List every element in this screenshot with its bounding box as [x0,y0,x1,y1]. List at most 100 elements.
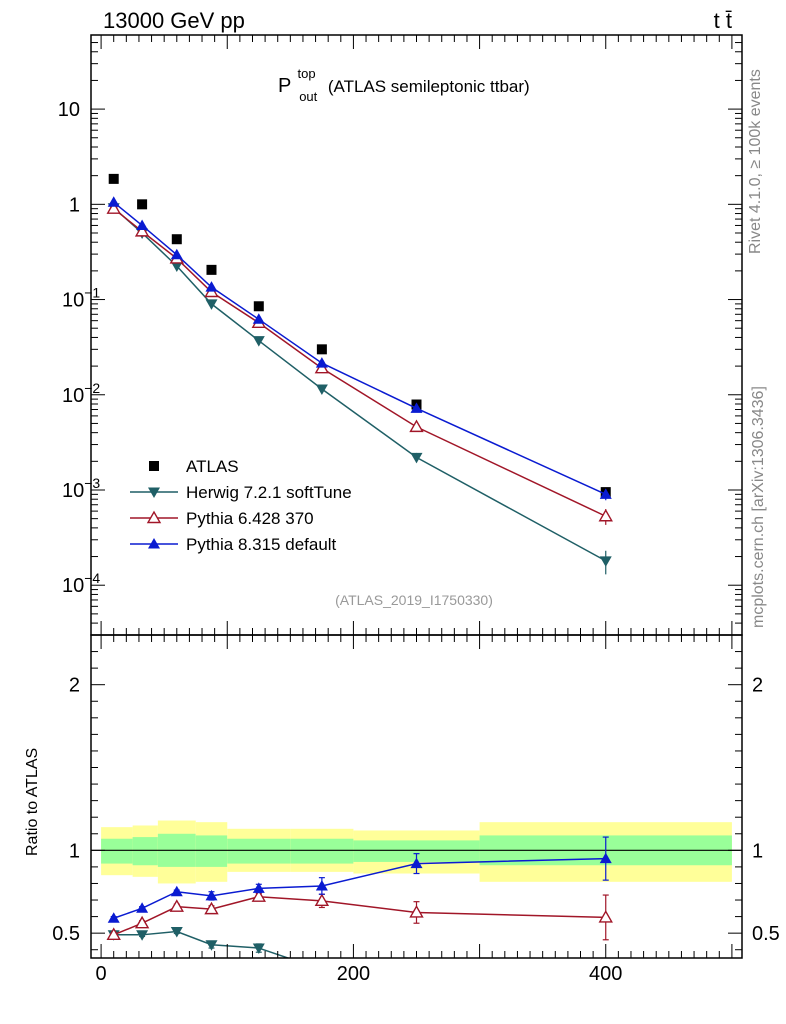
data-point [204,901,219,915]
data-point [599,556,612,567]
y-tick-label-base: 10 [62,575,84,597]
y-tick-label: 10 [58,99,80,121]
data-point [253,301,264,312]
data-point [315,357,328,368]
bottom-panel: 0 200 400 0.5 0.5 1 1 2 2 [52,634,780,985]
data-point [108,173,119,184]
ratio-ylabel: Ratio to ATLAS [24,748,41,856]
data-point [136,902,149,913]
data-point [410,452,423,464]
data-point [170,885,183,897]
y-tick-label-exp: −2 [84,380,100,396]
x-tick-label: 400 [589,963,622,985]
data-point [599,488,612,499]
uncertainty-band-inner [195,835,228,867]
top-series-layer [106,173,613,575]
y-tick-label: 1 [69,194,80,216]
data-point [411,965,423,976]
y-tick-label-exp: −4 [84,570,100,586]
data-point [205,940,218,951]
data-point [107,912,120,923]
data-point [136,219,149,230]
legend-label: Herwig 7.2.1 softTune [186,483,352,502]
uncertainty-band-inner [290,838,354,864]
ratio-series-layer [106,836,613,976]
uncertainty-band-inner [227,838,291,864]
data-point [206,264,217,275]
data-point [205,299,218,310]
data-point [314,893,330,907]
data-point [598,910,613,923]
data-point [148,538,160,549]
y-tick-label-exp: −3 [84,475,100,491]
data-point [598,508,613,522]
data-point [410,402,423,413]
plot-title-rest: (ATLAS semileptonic ttbar) [328,77,530,96]
data-point [205,281,218,292]
data-point [171,234,182,245]
data-point [252,313,265,324]
rivet-label: Rivet 4.1.0, ≥ 100k events [747,69,764,254]
plot-title-sub: out [299,89,317,104]
ratio-y-tick-label: 1 [69,840,80,862]
data-point [316,344,327,355]
data-point [315,384,328,395]
data-point [315,879,328,891]
data-point [170,926,183,938]
data-point [137,199,148,210]
ratio-y-tick-label-right: 0.5 [752,923,780,945]
data-point [136,930,149,941]
ratio-line [113,857,606,919]
ratio-y-tick-label: 0.5 [52,923,80,945]
data-point [599,852,612,864]
legend: ATLAS Herwig 7.2.1 softTune Pythia 6.428 3… [130,457,352,554]
data-point [205,889,218,901]
header-left: 13000 GeV pp [103,8,245,33]
ratio-line [113,895,606,936]
data-point [146,510,162,524]
analysis-id: (ATLAS_2019_I1750330) [335,592,493,608]
data-point [252,882,265,893]
data-point [410,857,423,869]
y-tick-label-base: 10 [62,385,84,407]
y-tick-label-base: 1 [69,194,80,216]
data-point [316,965,328,976]
data-point [169,899,184,912]
y-tick-label: 10−2 [62,380,100,407]
data-point [106,201,121,214]
ratio-y-tick-label: 2 [69,675,80,697]
ratio-line [113,930,291,958]
uncertainty-band-inner [353,840,480,862]
data-point [409,905,424,918]
x-tick-label: 0 [96,963,107,985]
data-point [170,261,183,273]
y-tick-label-base: 10 [62,480,84,502]
series-line [113,201,607,496]
data-point [170,248,183,260]
y-tick-label: 10−4 [62,570,100,597]
data-point [409,419,424,433]
plot-title-sup: top [298,66,316,81]
y-tick-label-base: 10 [58,99,80,121]
data-point [107,196,120,207]
x-tick-label: 200 [337,963,370,985]
legend-label: ATLAS [186,457,239,476]
y-tick-label-exp: −1 [84,285,100,301]
header-right: t t̄ [714,8,732,33]
uncertainty-band-inner [101,838,133,864]
y-tick-label-base: 10 [62,290,84,312]
data-point [149,461,159,471]
legend-label: Pythia 8.315 default [186,535,337,554]
data-point [252,336,265,347]
mcplots-label: mcplots.cern.ch [arXiv:1306.3436] [750,386,767,628]
series-line [113,207,607,562]
data-point [134,223,150,237]
plot-title: P top out (ATLAS semileptonic ttbar) [278,61,530,106]
data-point [251,889,267,902]
uncertainty-band-inner [132,837,158,866]
data-point [134,915,150,929]
ratio-y-tick-label-right: 2 [752,675,763,697]
plot-title-main: P [278,75,291,97]
